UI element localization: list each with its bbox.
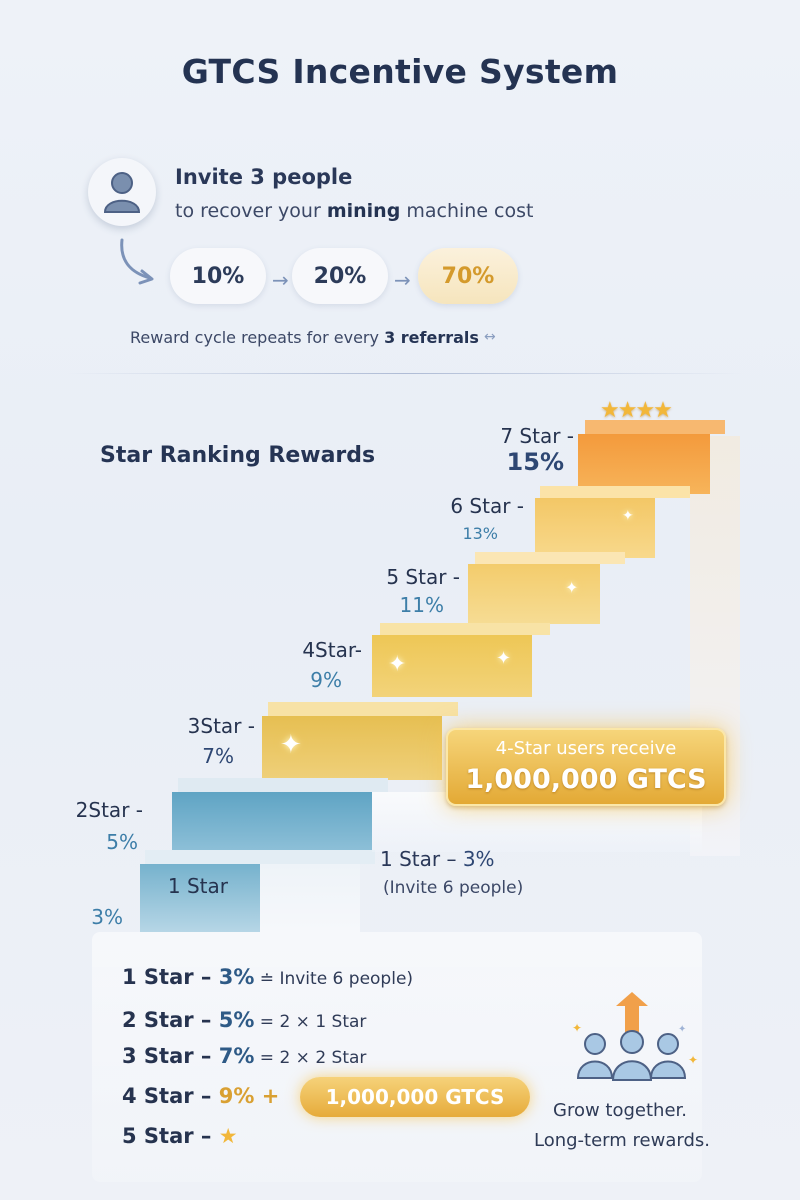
step-6-top — [540, 486, 690, 498]
level-4-value: 9% — [310, 668, 342, 692]
step-70-percent: 70% — [418, 248, 518, 304]
sparkle-icon: ✦ — [496, 648, 512, 669]
step-20-percent: 20% — [292, 248, 388, 304]
star-ranking-title: Star Ranking Rewards — [100, 443, 376, 468]
step-2-top — [178, 778, 388, 792]
summary-row-5: 5 Star – ★ — [122, 1124, 238, 1148]
sparkle-icon: ✦ — [280, 730, 302, 760]
summary-row-4: 4 Star – 9% + — [122, 1084, 280, 1108]
step-1-top — [145, 850, 375, 864]
arrow-right-icon: → — [394, 268, 411, 292]
step-10-percent: 10% — [170, 248, 266, 304]
level-7-value: 15% — [506, 448, 564, 476]
cycle-icon: ↔ — [484, 329, 496, 345]
gtcs-reward-pill: 1,000,000 GTCS — [300, 1077, 530, 1117]
step-7 — [578, 434, 710, 494]
grow-together-text: Grow together. — [553, 1100, 687, 1121]
summary-row-3: 3 Star – 7% = 2 × 2 Star — [122, 1044, 367, 1068]
level-1-label: 1 Star — [167, 874, 228, 898]
cycle-text: Reward cycle repeats for every 3 referra… — [130, 328, 479, 347]
level-4-label: 4Star- — [302, 638, 362, 662]
level-2-value: 5% — [106, 830, 138, 854]
sparkle-icon: ✦ — [565, 578, 579, 597]
step-6 — [535, 498, 655, 558]
level-6-value: 13% — [462, 524, 498, 543]
summary-row-2: 2 Star – 5% = 2 × 1 Star — [122, 1008, 367, 1032]
step-5 — [468, 564, 600, 624]
invite-title: Invite 3 people — [175, 165, 353, 189]
people-group-icon: ✦ ✦ ✦ — [572, 992, 698, 1081]
level-3-value: 7% — [202, 744, 234, 768]
step-2 — [172, 792, 372, 852]
summary-panel — [92, 932, 702, 1182]
section-divider — [65, 373, 745, 374]
sparkle-icon: ✦ — [622, 508, 634, 524]
svg-text:✦: ✦ — [688, 1053, 698, 1067]
level-5-value: 11% — [399, 593, 444, 617]
step-3-top — [268, 702, 458, 716]
star-icon: ★ — [218, 1124, 238, 1148]
invite-subtitle: to recover your mining machine cost — [175, 200, 534, 222]
step-1-side — [260, 864, 360, 932]
step-4-top — [380, 623, 550, 635]
summary-row-1: 1 Star – 3% ≐ Invite 6 people) — [122, 965, 414, 989]
four-star-bonus-badge: 4-Star users receive 1,000,000 GTCS — [446, 728, 726, 806]
curved-arrow-icon — [120, 238, 154, 285]
svg-text:✦: ✦ — [572, 1021, 582, 1035]
level-3-label: 3Star - — [187, 714, 255, 738]
sparkle-icon: ✦ — [388, 652, 407, 677]
user-icon — [103, 172, 141, 213]
step-5-top — [475, 552, 625, 564]
long-term-rewards-text: Long-term rewards. — [534, 1130, 710, 1151]
user-avatar — [88, 158, 156, 226]
svg-text:✦: ✦ — [678, 1024, 686, 1035]
level-7-label: 7 Star - — [500, 424, 574, 448]
badge-subtitle: 4-Star users receive — [495, 738, 677, 759]
level-5-label: 5 Star - — [386, 565, 460, 589]
up-arrow-icon — [616, 992, 648, 1032]
level-2-label: 2Star - — [75, 798, 143, 822]
step-7-top — [585, 420, 725, 434]
badge-amount: 1,000,000 GTCS — [465, 764, 707, 795]
one-star-note: (Invite 6 people) — [383, 878, 524, 898]
page-title: GTCS Incentive System — [181, 52, 619, 91]
level-6-label: 6 Star - — [450, 494, 524, 518]
level-1-value: 3% — [91, 905, 123, 929]
arrow-right-icon: → — [272, 268, 289, 292]
star-icon: ★★★★ — [600, 398, 673, 423]
one-star-callout: 1 Star – 3% — [380, 847, 495, 871]
step-4 — [372, 635, 532, 697]
step-1 — [140, 864, 260, 932]
step-3 — [262, 716, 442, 780]
